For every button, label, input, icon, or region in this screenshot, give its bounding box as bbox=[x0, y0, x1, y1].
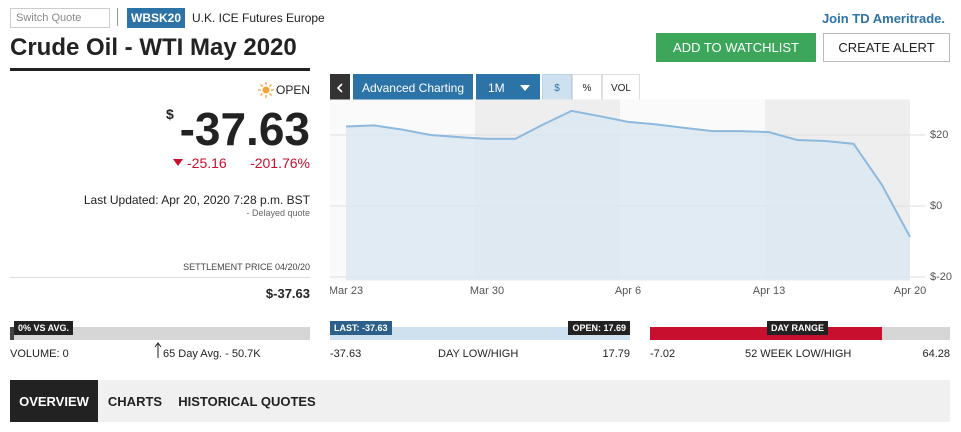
x-tick-label: Apr 6 bbox=[615, 285, 641, 297]
dollar-toggle[interactable]: $ bbox=[542, 74, 572, 102]
back-button[interactable] bbox=[330, 74, 350, 102]
y-tick-label: $20 bbox=[930, 129, 948, 141]
sun-icon bbox=[258, 82, 274, 98]
separator bbox=[117, 8, 118, 26]
watchlist-button[interactable]: ADD TO WATCHLIST bbox=[656, 33, 816, 62]
x-tick-label: Mar 30 bbox=[470, 285, 504, 297]
area-fill bbox=[346, 110, 910, 281]
title-rule bbox=[10, 68, 310, 71]
tab-charts[interactable]: CHARTS bbox=[107, 393, 163, 409]
year-range-bar: DAY RANGE bbox=[650, 321, 950, 340]
market-status: OPEN bbox=[275, 83, 310, 97]
page-title: Crude Oil - WTI May 2020 bbox=[10, 34, 297, 61]
settlement-label: SETTLEMENT PRICE 04/20/20 bbox=[183, 262, 310, 272]
year-high: 64.28 bbox=[922, 348, 950, 360]
x-tick-label: Apr 13 bbox=[753, 285, 785, 297]
range-label: 1M bbox=[488, 81, 505, 95]
volume-tag: 0% VS AVG. bbox=[14, 321, 74, 335]
change: -25.16 bbox=[187, 155, 227, 171]
price-line bbox=[345, 109, 911, 238]
search-input[interactable]: Switch Quote bbox=[10, 8, 110, 28]
volume: VOLUME: 0 bbox=[10, 348, 69, 360]
x-tick-label: Mar 23 bbox=[330, 285, 363, 297]
tab-overview[interactable]: OVERVIEW bbox=[10, 380, 98, 422]
y-tick-label: $-20 bbox=[930, 271, 952, 283]
day-range-label: DAY LOW/HIGH bbox=[438, 348, 519, 360]
change-percent: -201.76% bbox=[250, 155, 310, 171]
volume-bar: 0% VS AVG. bbox=[10, 321, 310, 340]
tab-historical[interactable]: HISTORICAL QUOTES bbox=[178, 393, 316, 409]
day-range-tag: DAY RANGE bbox=[767, 321, 829, 335]
advanced-charting[interactable]: Advanced Charting bbox=[353, 74, 473, 102]
last-updated: Last Updated: Apr 20, 2020 7:28 p.m. BST bbox=[83, 193, 310, 207]
alert-button[interactable]: CREATE ALERT bbox=[823, 33, 950, 62]
settlement-value: $-37.63 bbox=[265, 286, 310, 301]
day-high: 17.79 bbox=[602, 348, 630, 360]
rule bbox=[10, 277, 310, 278]
year-range-label: 52 WEEK LOW/HIGH bbox=[745, 348, 852, 360]
symbol-badge[interactable]: WBSK20 bbox=[127, 8, 186, 28]
year-low: -7.02 bbox=[650, 348, 676, 360]
avg-volume: 65 Day Avg. - 50.7K bbox=[163, 348, 261, 360]
price: -37.63 bbox=[179, 103, 310, 155]
promo-link[interactable]: Join TD Ameritrade. bbox=[821, 11, 945, 26]
day-range-bar: LAST: -37.63 OPEN: 17.69 bbox=[330, 321, 630, 340]
x-tick-label: Apr 20 bbox=[894, 285, 926, 297]
y-tick-label: $0 bbox=[930, 200, 942, 212]
delayed-note: - Delayed quote bbox=[246, 208, 310, 218]
open-tag: OPEN: 17.69 bbox=[568, 321, 630, 335]
currency: $ bbox=[166, 106, 174, 122]
price-chart: $20 $0 $-20 Mar 23 Mar 30 Apr 6 Apr 13 Apr 20 bbox=[330, 99, 952, 297]
avg-marker bbox=[154, 342, 162, 358]
tab-bar bbox=[10, 380, 950, 422]
day-low: -37.63 bbox=[330, 348, 362, 360]
range-dropdown[interactable]: 1M bbox=[476, 74, 540, 102]
down-arrow bbox=[173, 159, 183, 166]
exchange: U.K. ICE Futures Europe bbox=[192, 11, 325, 25]
last-tag: LAST: -37.63 bbox=[330, 321, 392, 335]
